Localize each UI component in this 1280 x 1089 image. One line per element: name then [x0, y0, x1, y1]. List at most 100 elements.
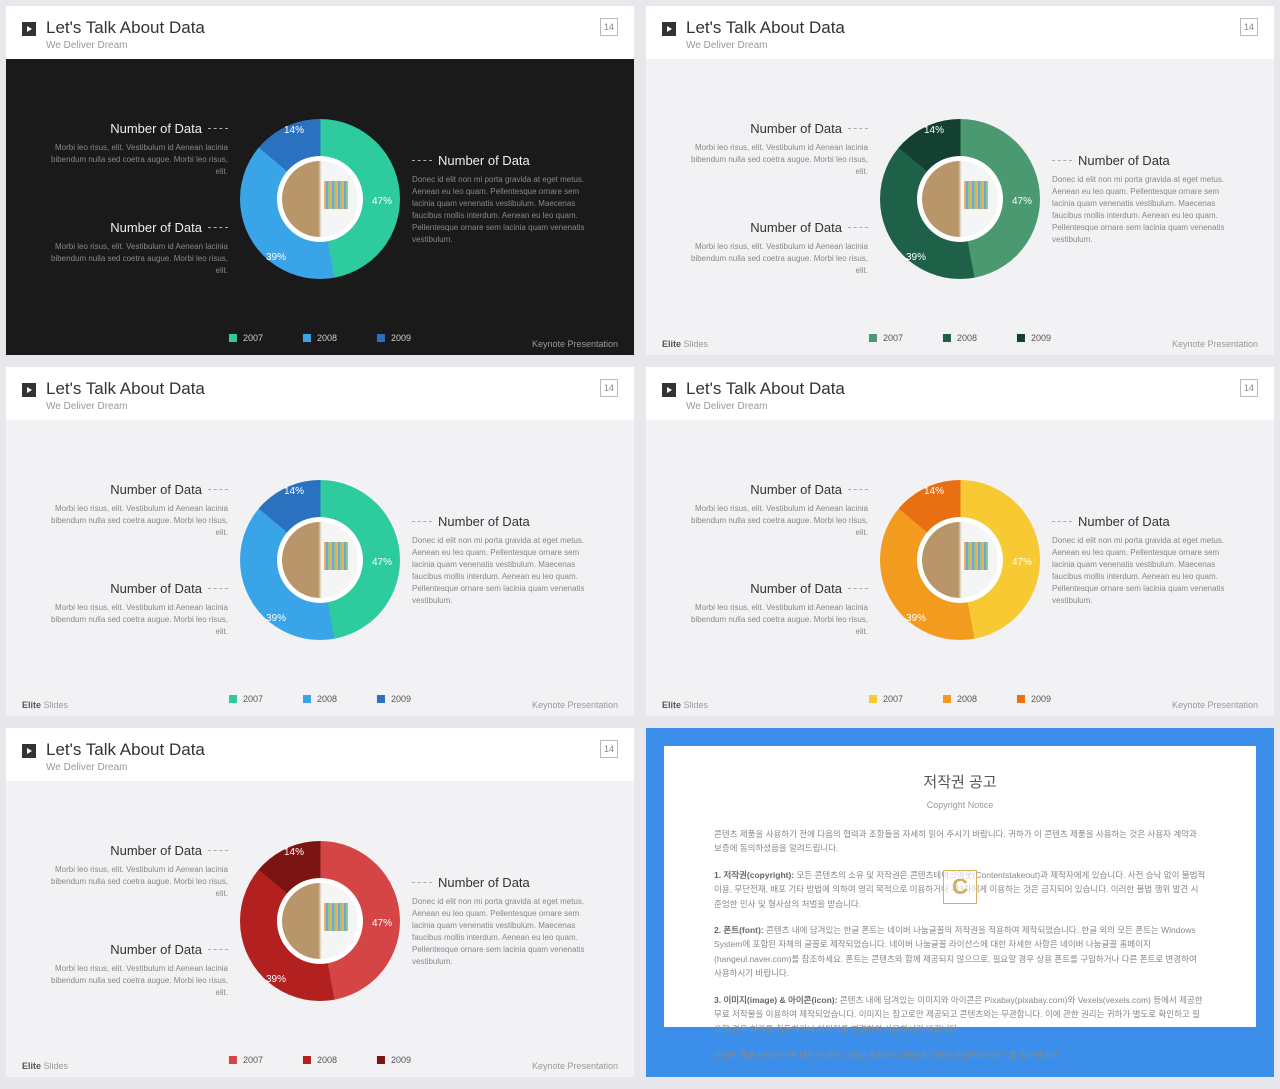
slide-subtitle: We Deliver Dream	[46, 401, 618, 412]
donut-chart: 47%39%14%	[240, 119, 400, 279]
play-icon	[22, 22, 36, 36]
chart-legend: 200720082009	[869, 333, 1051, 343]
slide-number: 14	[1240, 18, 1258, 36]
copyright-slide: 저작권 공고 Copyright Notice 콘텐츠 제품을 사용하기 전에 …	[646, 728, 1274, 1077]
play-icon	[662, 22, 676, 36]
data-heading: Number of Data	[110, 942, 202, 957]
donut-chart: 47%39%14%	[240, 841, 400, 1001]
legend-item: 2007	[229, 1055, 263, 1065]
legend-item: 2007	[229, 694, 263, 704]
data-label-block: Number of Data Morbi leo risus, elit. Ve…	[678, 482, 868, 539]
legend-item: 2009	[377, 333, 411, 343]
legend-item: 2009	[1017, 694, 1051, 704]
data-heading: Number of Data	[1078, 514, 1170, 529]
data-desc: Donec id elit non mi porta gravida at eg…	[412, 174, 602, 246]
slide-number: 14	[1240, 379, 1258, 397]
legend-item: 2008	[303, 694, 337, 704]
center-image	[282, 522, 358, 598]
chart-legend: 200720082009	[869, 694, 1051, 704]
data-desc: Morbi leo risus, elit. Vestibulum id Aen…	[678, 241, 868, 277]
data-desc: Morbi leo risus, elit. Vestibulum id Aen…	[38, 241, 228, 277]
chart-legend: 2007 2008 2009	[229, 333, 411, 343]
donut-chart: 47%39%14%	[240, 480, 400, 640]
data-label-block: Number of Data Morbi leo risus, elit. Ve…	[678, 581, 868, 638]
slide-subtitle: We Deliver Dream	[46, 762, 618, 773]
legend-item: 2008	[303, 333, 337, 343]
center-image	[922, 522, 998, 598]
center-image	[922, 161, 998, 237]
data-desc: Morbi leo risus, elit. Vestibulum id Aen…	[38, 864, 228, 900]
presentation-slide: Let's Talk About Data We Deliver Dream 1…	[646, 367, 1274, 716]
copyright-outro: 콘텐츠 제품 라이선스에 대한 자세한 사항은 홈페이지 하단에 기재한 콘텐츠…	[714, 1048, 1206, 1062]
slide-title: Let's Talk About Data	[46, 379, 618, 399]
play-icon	[662, 383, 676, 397]
data-label-block: Number of Data Donec id elit non mi port…	[1052, 514, 1242, 607]
slide-header: Let's Talk About Data We Deliver Dream 1…	[646, 6, 1274, 59]
slide-header: Let's Talk About Data We Deliver Dream 1…	[646, 367, 1274, 420]
data-desc: Donec id elit non mi porta gravida at eg…	[1052, 535, 1242, 607]
footer-right: Keynote Presentation	[532, 700, 618, 710]
data-desc: Morbi leo risus, elit. Vestibulum id Aen…	[678, 142, 868, 178]
slide-body: Number of Data Morbi leo risus, elit. Ve…	[6, 59, 634, 355]
data-desc: Morbi leo risus, elit. Vestibulum id Aen…	[678, 602, 868, 638]
data-label-block: Number of Data Morbi leo risus, elit. Ve…	[38, 581, 228, 638]
data-label-block: Number of Data Morbi leo risus, elit. Ve…	[38, 942, 228, 999]
copyright-intro: 콘텐츠 제품을 사용하기 전에 다음의 협력과 조항들을 자세히 읽어 주시기 …	[714, 827, 1206, 856]
footer-left: Elite Slides	[22, 1061, 68, 1071]
slide-body: Number of Data Morbi leo risus, elit. Ve…	[646, 59, 1274, 355]
center-image	[282, 161, 358, 237]
donut-chart: 47%39%14%	[880, 480, 1040, 640]
footer-left: Elite Slides	[662, 339, 708, 349]
data-label-block: Number of Data Donec id elit non mi port…	[412, 514, 602, 607]
data-desc: Morbi leo risus, elit. Vestibulum id Aen…	[38, 503, 228, 539]
data-desc: Donec id elit non mi porta gravida at eg…	[1052, 174, 1242, 246]
legend-item: 2009	[377, 1055, 411, 1065]
logo-icon: C	[943, 870, 977, 904]
footer-left: Elite Slides	[22, 700, 68, 710]
data-desc: Morbi leo risus, elit. Vestibulum id Aen…	[38, 142, 228, 178]
presentation-slide: Let's Talk About Data We Deliver Dream 1…	[6, 6, 634, 355]
slide-number: 14	[600, 18, 618, 36]
data-label-block: Number of Data Morbi leo risus, elit. Ve…	[678, 121, 868, 178]
data-desc: Donec id elit non mi porta gravida at eg…	[412, 535, 602, 607]
slide-number: 14	[600, 740, 618, 758]
presentation-slide: Let's Talk About Data We Deliver Dream 1…	[646, 6, 1274, 355]
slide-subtitle: We Deliver Dream	[46, 40, 618, 51]
data-heading: Number of Data	[438, 514, 530, 529]
legend-item: 2007	[869, 333, 903, 343]
data-desc: Donec id elit non mi porta gravida at eg…	[412, 896, 602, 968]
slide-body: Number of Data Morbi leo risus, elit. Ve…	[6, 781, 634, 1077]
data-label-block: Number of Data Morbi leo risus, elit. Ve…	[38, 121, 228, 178]
data-heading: Number of Data	[110, 482, 202, 497]
footer-right: Keynote Presentation	[1172, 339, 1258, 349]
data-label-block: Number of Data Donec id elit non mi port…	[412, 875, 602, 968]
legend-item: 2009	[377, 694, 411, 704]
footer-right: Keynote Presentation	[532, 339, 618, 349]
legend-item: 2009	[1017, 333, 1051, 343]
legend-item: 2008	[943, 694, 977, 704]
data-heading: Number of Data	[110, 843, 202, 858]
data-desc: Morbi leo risus, elit. Vestibulum id Aen…	[678, 503, 868, 539]
data-heading: Number of Data	[110, 121, 202, 136]
slide-subtitle: We Deliver Dream	[686, 401, 1258, 412]
legend-item: 2008	[303, 1055, 337, 1065]
copyright-section: 3. 이미지(image) & 아이콘(icon): 콘텐츠 내에 담겨있는 이…	[714, 993, 1206, 1036]
chart-legend: 2007 2008 2009	[229, 1055, 411, 1065]
copyright-subtitle: Copyright Notice	[714, 798, 1206, 813]
footer-right: Keynote Presentation	[532, 1061, 618, 1071]
slide-header: Let's Talk About Data We Deliver Dream 1…	[6, 6, 634, 59]
data-heading: Number of Data	[750, 482, 842, 497]
slide-title: Let's Talk About Data	[686, 18, 1258, 38]
center-image	[282, 883, 358, 959]
slide-title: Let's Talk About Data	[46, 18, 618, 38]
legend-item: 2007	[229, 333, 263, 343]
chart-legend: 2007 2008 2009	[229, 694, 411, 704]
slide-header: Let's Talk About Data We Deliver Dream 1…	[6, 367, 634, 420]
data-label-block: Number of Data Donec id elit non mi port…	[1052, 153, 1242, 246]
data-desc: Morbi leo risus, elit. Vestibulum id Aen…	[38, 602, 228, 638]
play-icon	[22, 744, 36, 758]
donut-chart: 47%39%14%	[880, 119, 1040, 279]
data-label-block: Number of Data Donec id elit non mi port…	[412, 153, 602, 246]
copyright-title: 저작권 공고	[714, 770, 1206, 796]
data-label-block: Number of Data Morbi leo risus, elit. Ve…	[38, 220, 228, 277]
